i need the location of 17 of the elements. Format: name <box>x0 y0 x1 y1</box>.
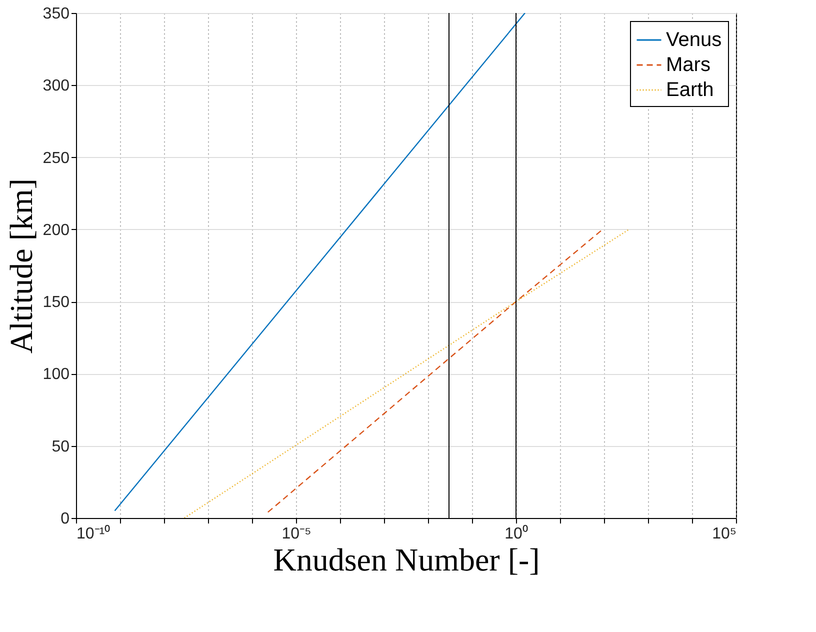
legend-label: Mars <box>666 54 710 76</box>
y-tick-label: 350 <box>42 6 70 22</box>
y-axis-title: Altitude [km] <box>2 178 39 354</box>
x-axis-title: Knudsen Number [-] <box>273 542 540 578</box>
y-tick-label: 300 <box>42 78 70 95</box>
x-tick-label: 10⁵ <box>712 526 736 542</box>
y-tick-label: 150 <box>42 294 70 312</box>
legend-label: Venus <box>666 29 722 51</box>
legend-label: Earth <box>666 79 714 101</box>
x-tick-label: 10⁰ <box>504 524 528 542</box>
y-tick-label: 250 <box>42 150 70 167</box>
y-tick-label: 50 <box>52 438 70 456</box>
y-tick-label: 100 <box>42 366 70 384</box>
y-tick-label: 0 <box>60 510 70 528</box>
y-tick-label: 200 <box>42 222 70 239</box>
x-tick-label: 10⁻¹⁰ <box>76 524 111 542</box>
x-tick-label: 10⁻⁵ <box>282 526 312 542</box>
